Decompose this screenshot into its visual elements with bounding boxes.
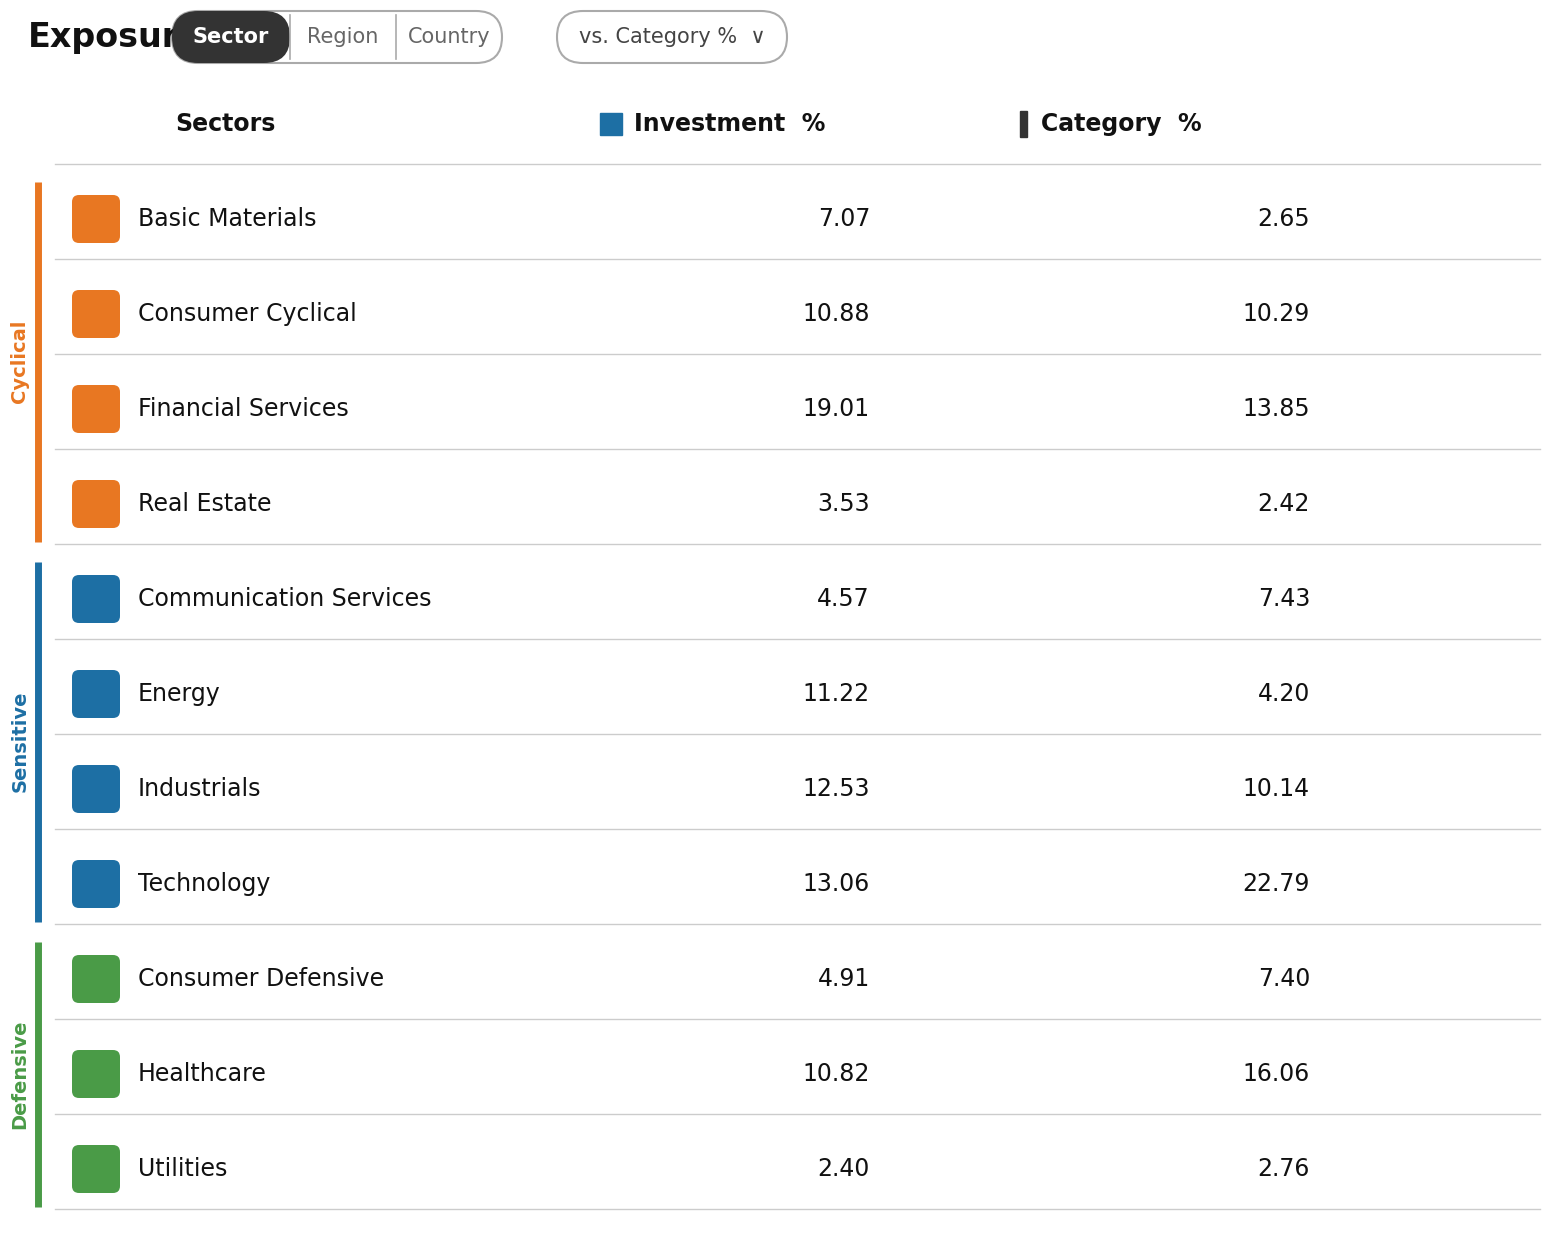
FancyBboxPatch shape bbox=[72, 1050, 121, 1098]
Text: 10.82: 10.82 bbox=[803, 1062, 871, 1085]
Text: Consumer Defensive: Consumer Defensive bbox=[138, 967, 384, 992]
Text: 10.29: 10.29 bbox=[1243, 302, 1311, 326]
Text: 16.06: 16.06 bbox=[1243, 1062, 1311, 1085]
Text: 12.53: 12.53 bbox=[802, 777, 871, 801]
Text: 4.57: 4.57 bbox=[817, 587, 871, 611]
Text: Financial Services: Financial Services bbox=[138, 397, 349, 421]
Text: Technology: Technology bbox=[138, 871, 271, 896]
Text: 4.20: 4.20 bbox=[1257, 682, 1311, 706]
Text: Defensive: Defensive bbox=[11, 1019, 30, 1129]
Text: 2.42: 2.42 bbox=[1257, 492, 1311, 516]
Text: Cyclical: Cyclical bbox=[11, 319, 30, 403]
FancyBboxPatch shape bbox=[72, 670, 121, 717]
Text: 2.65: 2.65 bbox=[1257, 207, 1311, 232]
FancyBboxPatch shape bbox=[72, 480, 121, 528]
Text: 13.06: 13.06 bbox=[803, 871, 871, 896]
Bar bbox=[600, 113, 622, 135]
Text: 19.01: 19.01 bbox=[803, 397, 871, 421]
FancyBboxPatch shape bbox=[72, 1146, 121, 1193]
Text: 2.76: 2.76 bbox=[1257, 1157, 1311, 1181]
Text: Country: Country bbox=[407, 28, 490, 48]
Text: 22.79: 22.79 bbox=[1243, 871, 1311, 896]
Text: Consumer Cyclical: Consumer Cyclical bbox=[138, 302, 357, 326]
FancyBboxPatch shape bbox=[172, 11, 290, 63]
FancyBboxPatch shape bbox=[72, 575, 121, 623]
Text: Sensitive: Sensitive bbox=[11, 691, 30, 793]
Text: vs. Category %  ∨: vs. Category % ∨ bbox=[579, 28, 766, 48]
Text: 11.22: 11.22 bbox=[803, 682, 871, 706]
Text: Real Estate: Real Estate bbox=[138, 492, 271, 516]
Text: 3.53: 3.53 bbox=[817, 492, 871, 516]
Text: 2.40: 2.40 bbox=[817, 1157, 871, 1181]
FancyBboxPatch shape bbox=[72, 955, 121, 1003]
Text: Healthcare: Healthcare bbox=[138, 1062, 266, 1085]
Text: Basic Materials: Basic Materials bbox=[138, 207, 316, 232]
FancyBboxPatch shape bbox=[72, 195, 121, 243]
FancyBboxPatch shape bbox=[557, 11, 788, 63]
FancyBboxPatch shape bbox=[72, 386, 121, 433]
Text: Region: Region bbox=[307, 28, 379, 48]
Text: 10.14: 10.14 bbox=[1243, 777, 1311, 801]
FancyBboxPatch shape bbox=[72, 290, 121, 338]
FancyBboxPatch shape bbox=[172, 11, 503, 63]
Text: 7.43: 7.43 bbox=[1257, 587, 1311, 611]
Text: Industrials: Industrials bbox=[138, 777, 262, 801]
Text: 7.07: 7.07 bbox=[817, 207, 871, 232]
FancyBboxPatch shape bbox=[72, 860, 121, 908]
Text: Exposure: Exposure bbox=[28, 20, 202, 54]
Bar bbox=[1019, 111, 1027, 136]
Text: 13.85: 13.85 bbox=[1242, 397, 1311, 421]
Text: Sector: Sector bbox=[193, 28, 269, 48]
Text: Communication Services: Communication Services bbox=[138, 587, 432, 611]
Text: Sectors: Sectors bbox=[175, 111, 276, 136]
Text: 4.91: 4.91 bbox=[817, 967, 871, 992]
Text: Energy: Energy bbox=[138, 682, 221, 706]
Text: Category  %: Category % bbox=[1041, 111, 1201, 136]
Text: 7.40: 7.40 bbox=[1257, 967, 1311, 992]
Text: Utilities: Utilities bbox=[138, 1157, 227, 1181]
FancyBboxPatch shape bbox=[72, 765, 121, 813]
Text: 10.88: 10.88 bbox=[802, 302, 871, 326]
Text: Investment  %: Investment % bbox=[634, 111, 825, 136]
